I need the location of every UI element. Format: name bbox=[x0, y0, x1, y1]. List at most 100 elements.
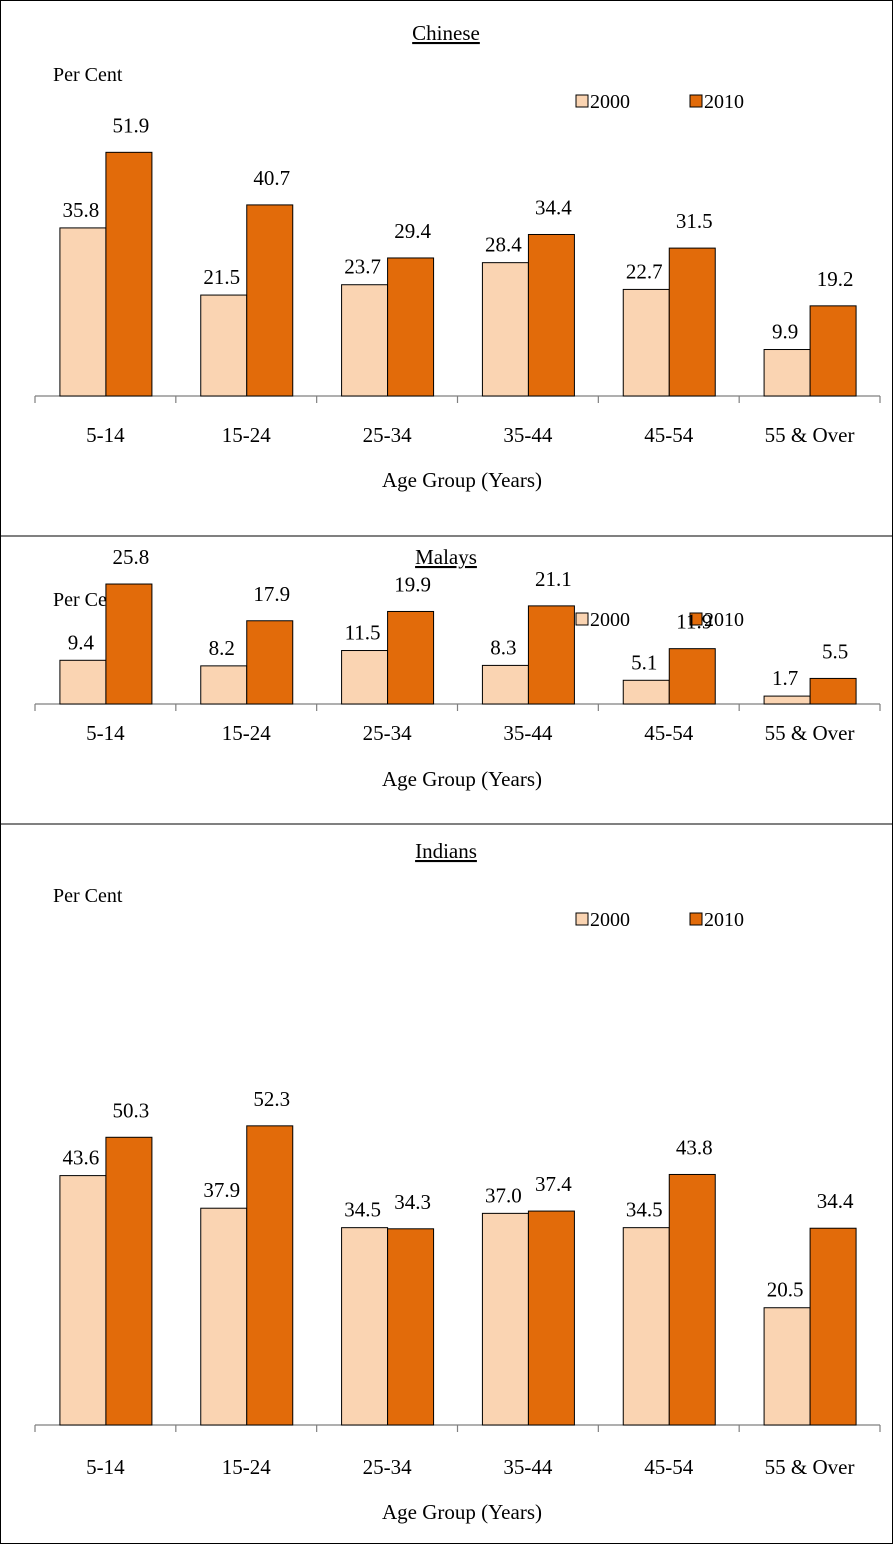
malays-bar-2000-55-Over bbox=[764, 696, 810, 704]
indians-data-label: 52.3 bbox=[253, 1087, 290, 1111]
indians-data-label: 43.6 bbox=[63, 1146, 100, 1170]
malays-bar-2010-35-44 bbox=[528, 606, 574, 704]
chinese-data-label: 51.9 bbox=[113, 113, 150, 137]
chinese-data-label: 29.4 bbox=[394, 219, 431, 243]
malays-bar-2000-25-34 bbox=[342, 651, 388, 704]
chinese-category-label: 15-24 bbox=[222, 423, 271, 447]
chinese-bar-2010-55-Over bbox=[810, 306, 856, 396]
indians-data-label: 43.8 bbox=[676, 1135, 713, 1159]
malays-category-label: 15-24 bbox=[222, 721, 271, 745]
malays-data-label: 21.1 bbox=[535, 567, 572, 591]
indians-data-label: 34.4 bbox=[817, 1189, 854, 1213]
chinese-bar-2000-25-34 bbox=[342, 285, 388, 396]
indians-legend-label-2000: 2000 bbox=[590, 909, 630, 931]
malays-category-label: 35-44 bbox=[503, 721, 552, 745]
malays-legend-swatch-2000 bbox=[576, 613, 588, 625]
malays-category-label: 55 & Over bbox=[765, 721, 855, 745]
malays-legend-label-2000: 2000 bbox=[590, 609, 630, 631]
chinese-data-label: 31.5 bbox=[676, 209, 713, 233]
malays-data-label: 11.9 bbox=[676, 610, 712, 634]
malays-bar-2000-45-54 bbox=[623, 680, 669, 704]
malays-bar-2010-25-34 bbox=[388, 611, 434, 704]
indians-bar-2000-5-14 bbox=[60, 1176, 106, 1425]
chinese-bar-2010-25-34 bbox=[388, 258, 434, 396]
malays-bar-2000-35-44 bbox=[482, 665, 528, 704]
indians-data-label: 37.0 bbox=[485, 1183, 522, 1207]
chinese-category-label: 55 & Over bbox=[765, 423, 855, 447]
indians-data-label: 34.3 bbox=[394, 1190, 431, 1214]
malays-data-label: 8.3 bbox=[490, 635, 516, 659]
chinese-bar-2010-5-14 bbox=[106, 152, 152, 396]
indians-xlabel: Age Group (Years) bbox=[382, 1500, 542, 1524]
malays-xlabel: Age Group (Years) bbox=[382, 767, 542, 791]
malays-data-label: 1.7 bbox=[772, 666, 798, 690]
indians-data-label: 37.9 bbox=[203, 1178, 240, 1202]
chinese-bar-2000-45-54 bbox=[623, 289, 669, 396]
chinese-data-label: 19.2 bbox=[817, 267, 854, 291]
indians-bar-2010-15-24 bbox=[247, 1126, 293, 1425]
malays-category-label: 25-34 bbox=[363, 721, 412, 745]
chinese-data-label: 23.7 bbox=[344, 255, 381, 279]
chinese-bar-2000-55-Over bbox=[764, 350, 810, 396]
chinese-category-label: 35-44 bbox=[503, 423, 552, 447]
malays-data-label: 17.9 bbox=[253, 582, 290, 606]
indians-data-label: 34.5 bbox=[626, 1198, 663, 1222]
indians-bar-2010-55-Over bbox=[810, 1228, 856, 1425]
malays-data-label: 25.8 bbox=[113, 545, 150, 569]
indians-category-label: 55 & Over bbox=[765, 1455, 855, 1479]
chinese-bar-2010-15-24 bbox=[247, 205, 293, 396]
chinese-chart-title: Chinese bbox=[412, 21, 480, 45]
chinese-category-label: 25-34 bbox=[363, 423, 412, 447]
indians-category-label: 5-14 bbox=[86, 1455, 125, 1479]
indians-data-label: 37.4 bbox=[535, 1172, 572, 1196]
indians-bar-2000-45-54 bbox=[623, 1228, 669, 1425]
indians-bar-2000-55-Over bbox=[764, 1308, 810, 1425]
chinese-xlabel: Age Group (Years) bbox=[382, 468, 542, 492]
indians-category-label: 15-24 bbox=[222, 1455, 271, 1479]
indians-legend-swatch-2000 bbox=[576, 913, 588, 925]
malays-bar-2010-45-54 bbox=[669, 649, 715, 704]
chinese-legend-swatch-2010 bbox=[690, 95, 702, 107]
indians-legend-label-2010: 2010 bbox=[704, 909, 744, 931]
malays-data-label: 5.1 bbox=[631, 650, 657, 674]
indians-data-label: 50.3 bbox=[113, 1098, 150, 1122]
malays-bar-2000-5-14 bbox=[60, 660, 106, 704]
indians-category-label: 45-54 bbox=[644, 1455, 693, 1479]
indians-category-label: 25-34 bbox=[363, 1455, 412, 1479]
indians-chart-title: Indians bbox=[415, 839, 477, 863]
chinese-data-label: 28.4 bbox=[485, 233, 522, 257]
indians-bar-2010-35-44 bbox=[528, 1211, 574, 1425]
chinese-data-label: 9.9 bbox=[772, 320, 798, 344]
malays-data-label: 5.5 bbox=[822, 639, 848, 663]
chinese-bar-2010-45-54 bbox=[669, 248, 715, 396]
indians-bar-2010-45-54 bbox=[669, 1174, 715, 1425]
malays-bar-2000-15-24 bbox=[201, 666, 247, 704]
indians-category-label: 35-44 bbox=[503, 1455, 552, 1479]
chinese-legend-swatch-2000 bbox=[576, 95, 588, 107]
indians-data-label: 34.5 bbox=[344, 1198, 381, 1222]
indians-legend-swatch-2010 bbox=[690, 913, 702, 925]
malays-category-label: 5-14 bbox=[86, 721, 125, 745]
chinese-legend-label-2010: 2010 bbox=[704, 91, 744, 113]
chinese-data-label: 22.7 bbox=[626, 259, 663, 283]
chinese-data-label: 40.7 bbox=[253, 166, 290, 190]
indians-ylabel: Per Cent bbox=[53, 885, 123, 907]
indians-data-label: 20.5 bbox=[767, 1278, 804, 1302]
indians-bar-2000-35-44 bbox=[482, 1213, 528, 1425]
chinese-bar-2000-5-14 bbox=[60, 228, 106, 396]
chinese-category-label: 45-54 bbox=[644, 423, 693, 447]
chinese-data-label: 21.5 bbox=[203, 265, 240, 289]
malays-bar-2010-55-Over bbox=[810, 678, 856, 704]
chinese-bar-2000-15-24 bbox=[201, 295, 247, 396]
chinese-bar-2000-35-44 bbox=[482, 263, 528, 396]
chinese-data-label: 34.4 bbox=[535, 195, 572, 219]
chinese-bar-2010-35-44 bbox=[528, 234, 574, 396]
malays-data-label: 9.4 bbox=[68, 630, 95, 654]
chinese-ylabel: Per Cent bbox=[53, 64, 123, 86]
malays-category-label: 45-54 bbox=[644, 721, 693, 745]
malays-data-label: 19.9 bbox=[394, 572, 431, 596]
malays-bar-2010-15-24 bbox=[247, 621, 293, 704]
malays-data-label: 11.5 bbox=[345, 621, 381, 645]
